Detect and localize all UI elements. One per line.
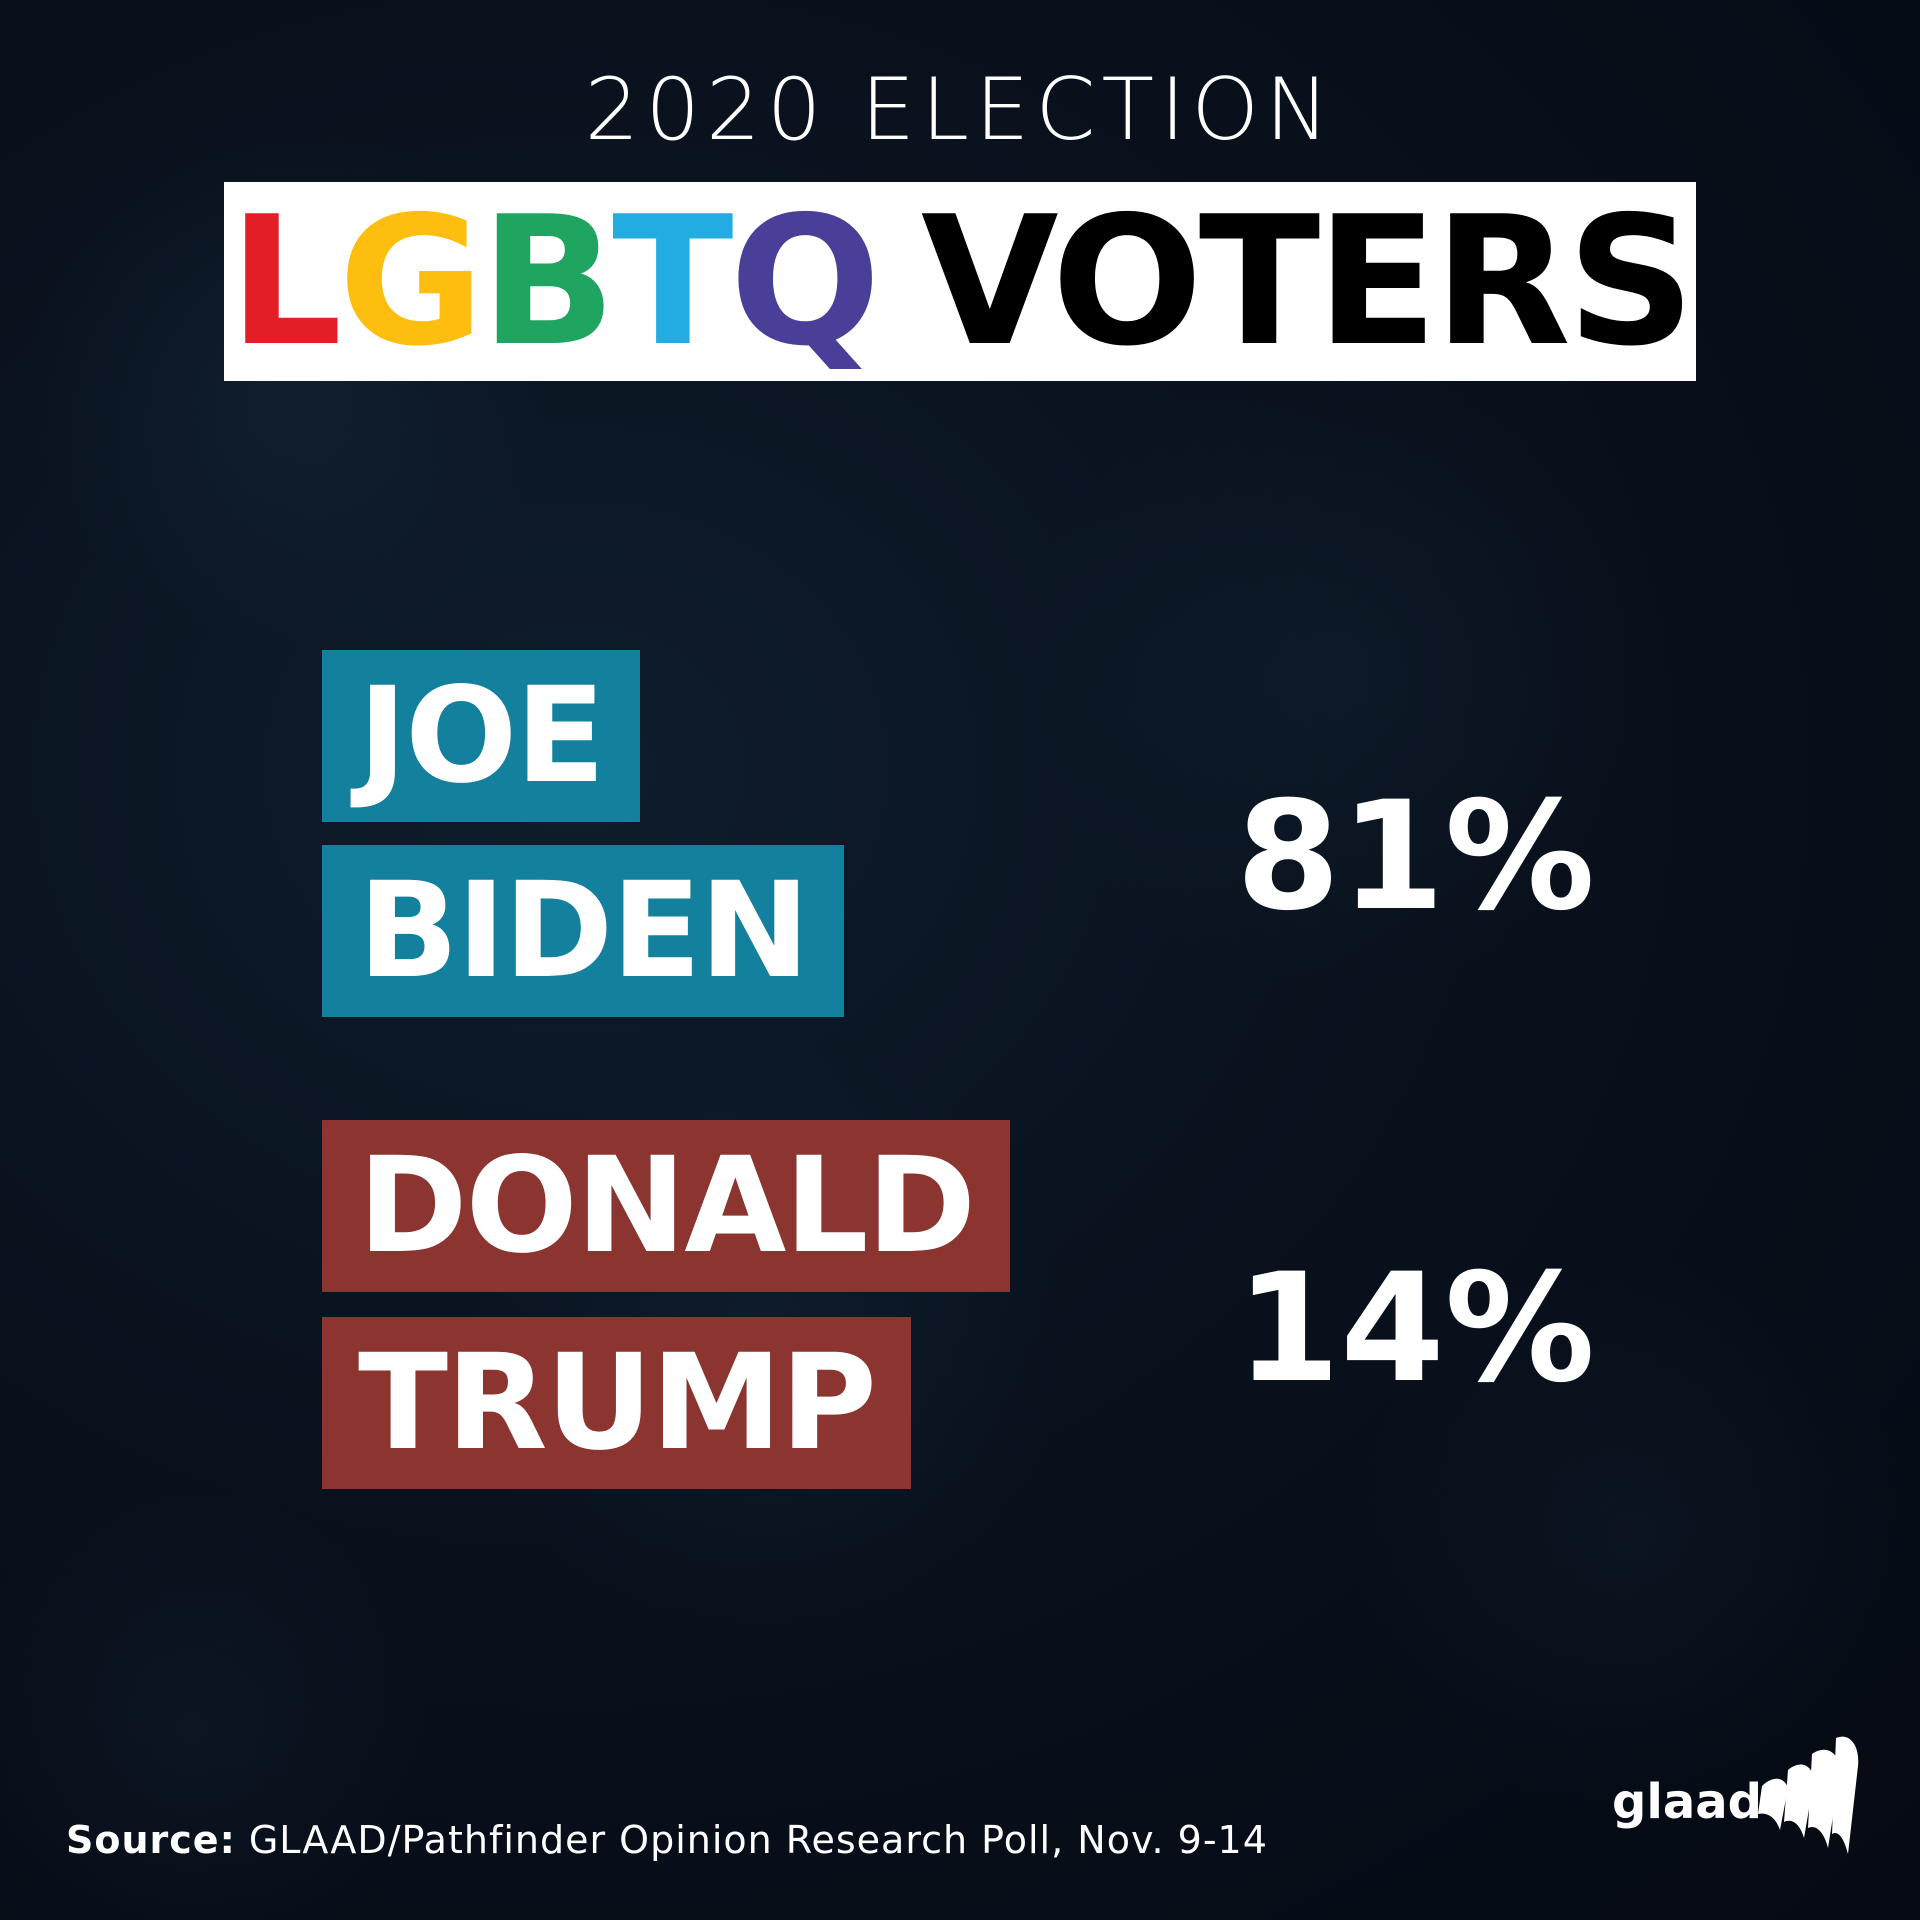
subtitle: 2020 ELECTION xyxy=(584,60,1336,160)
trump-last-name: TRUMP xyxy=(322,1317,911,1489)
biden-percent: 81% xyxy=(1235,770,1595,944)
source-note: Source: GLAAD/Pathfinder Opinion Researc… xyxy=(66,1818,1268,1862)
trump-percent: 14% xyxy=(1235,1242,1595,1416)
title-letter-b: B xyxy=(480,177,616,385)
title-letter-t: T xyxy=(612,177,733,385)
title-letter-q: Q xyxy=(729,177,881,385)
source-text: GLAAD/Pathfinder Opinion Research Poll, … xyxy=(248,1818,1268,1862)
title-voters: VOTERS xyxy=(920,177,1695,385)
title-letter-g: G xyxy=(338,177,484,385)
glaad-logo: glaad xyxy=(1612,1736,1859,1854)
title-banner: L G B T Q VOTERS xyxy=(224,182,1696,381)
glaad-wordmark: glaad xyxy=(1612,1774,1762,1830)
trump-first-name: DONALD xyxy=(322,1120,1011,1292)
glaad-swoosh-icon xyxy=(1758,1736,1859,1854)
title-letter-l: L xyxy=(228,177,342,385)
source-label: Source: xyxy=(66,1818,236,1862)
biden-last-name: BIDEN xyxy=(322,845,844,1017)
biden-first-name: JOE xyxy=(322,650,640,822)
